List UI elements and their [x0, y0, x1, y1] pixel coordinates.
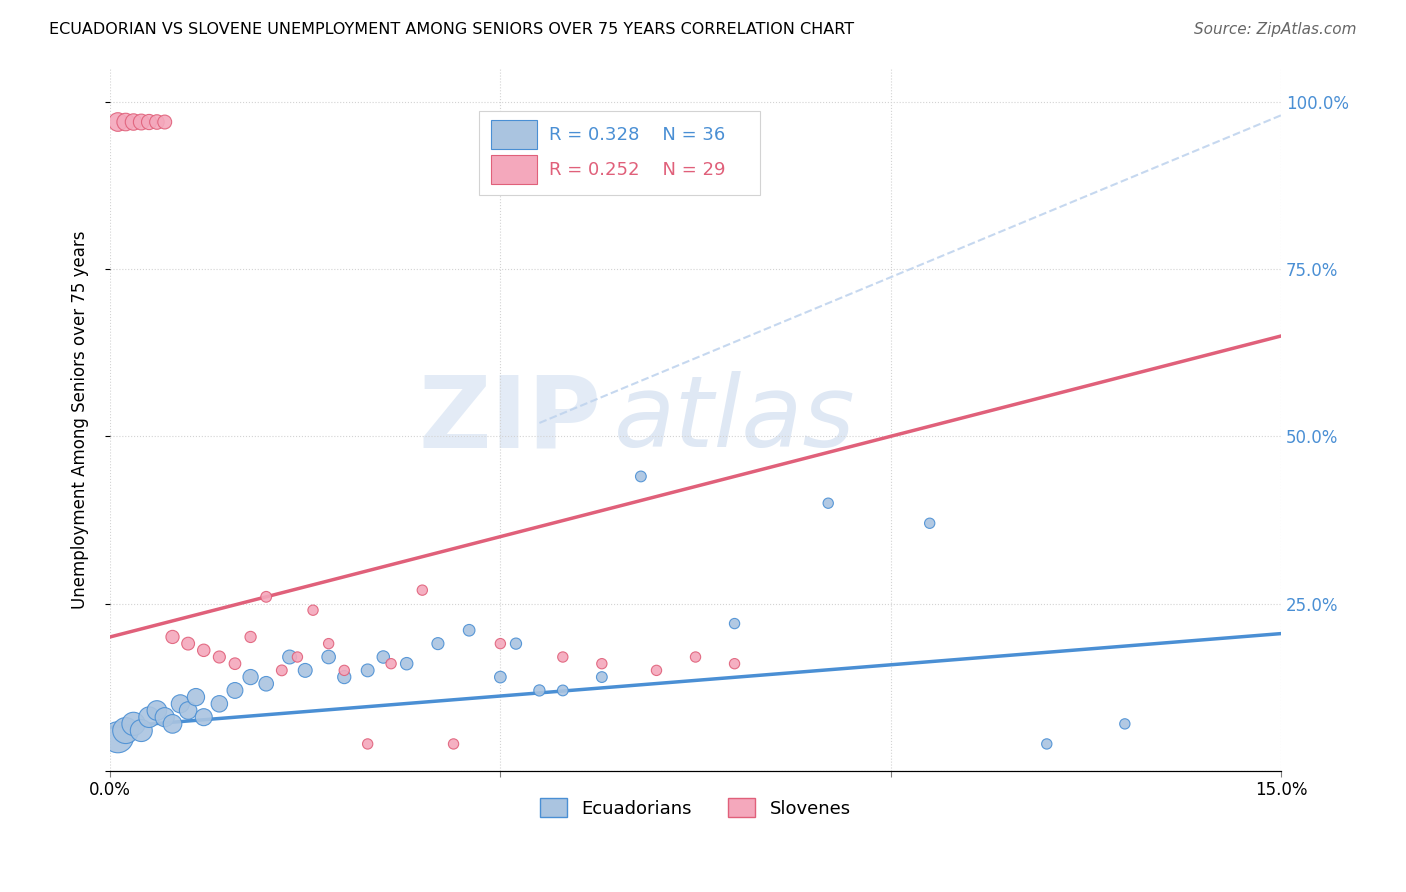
Text: atlas: atlas	[613, 371, 855, 468]
Point	[184, 690, 207, 705]
Text: Source: ZipAtlas.com: Source: ZipAtlas.com	[1194, 22, 1357, 37]
Point	[645, 664, 668, 678]
Point	[302, 603, 325, 617]
Point	[193, 643, 215, 657]
Point	[193, 710, 215, 724]
Point	[224, 657, 246, 671]
FancyBboxPatch shape	[479, 111, 759, 195]
Point	[395, 657, 418, 671]
Point	[122, 717, 145, 731]
Point	[318, 650, 340, 665]
Point	[294, 664, 316, 678]
Point	[239, 670, 262, 684]
Point	[146, 704, 169, 718]
Point	[153, 115, 176, 129]
Point	[918, 516, 941, 531]
Legend: Ecuadorians, Slovenes: Ecuadorians, Slovenes	[533, 791, 858, 825]
Point	[1036, 737, 1059, 751]
Point	[817, 496, 839, 510]
Point	[318, 637, 340, 651]
Point	[685, 650, 707, 665]
Point	[551, 683, 574, 698]
Point	[114, 115, 136, 129]
Point	[551, 650, 574, 665]
Point	[270, 664, 292, 678]
Point	[224, 683, 246, 698]
Point	[208, 650, 231, 665]
Point	[254, 590, 277, 604]
Point	[129, 115, 152, 129]
FancyBboxPatch shape	[491, 155, 537, 185]
Point	[489, 637, 512, 651]
Point	[122, 115, 145, 129]
Point	[489, 670, 512, 684]
Point	[333, 664, 356, 678]
Point	[208, 697, 231, 711]
Point	[591, 657, 613, 671]
Y-axis label: Unemployment Among Seniors over 75 years: Unemployment Among Seniors over 75 years	[72, 230, 89, 609]
Point	[630, 469, 652, 483]
Point	[278, 650, 301, 665]
Point	[129, 723, 152, 738]
Point	[529, 683, 551, 698]
Point	[162, 630, 184, 644]
Point	[107, 115, 129, 129]
Point	[169, 697, 191, 711]
Point	[458, 624, 481, 638]
Text: R = 0.328    N = 36: R = 0.328 N = 36	[550, 126, 725, 144]
Point	[505, 637, 527, 651]
Point	[356, 664, 378, 678]
Point	[443, 737, 465, 751]
Point	[1114, 717, 1136, 731]
Point	[254, 677, 277, 691]
Point	[162, 717, 184, 731]
Text: ZIP: ZIP	[419, 371, 602, 468]
Point	[153, 710, 176, 724]
Point	[426, 637, 449, 651]
Point	[333, 670, 356, 684]
Point	[114, 723, 136, 738]
Point	[380, 657, 402, 671]
Point	[138, 115, 160, 129]
FancyBboxPatch shape	[491, 120, 537, 149]
Point	[287, 650, 309, 665]
Point	[356, 737, 378, 751]
Text: ECUADORIAN VS SLOVENE UNEMPLOYMENT AMONG SENIORS OVER 75 YEARS CORRELATION CHART: ECUADORIAN VS SLOVENE UNEMPLOYMENT AMONG…	[49, 22, 855, 37]
Text: R = 0.252    N = 29: R = 0.252 N = 29	[550, 161, 725, 178]
Point	[411, 583, 433, 598]
Point	[107, 731, 129, 745]
Point	[373, 650, 395, 665]
Point	[177, 704, 200, 718]
Point	[723, 657, 745, 671]
Point	[591, 670, 613, 684]
Point	[239, 630, 262, 644]
Point	[138, 710, 160, 724]
Point	[146, 115, 169, 129]
Point	[723, 616, 745, 631]
Point	[177, 637, 200, 651]
